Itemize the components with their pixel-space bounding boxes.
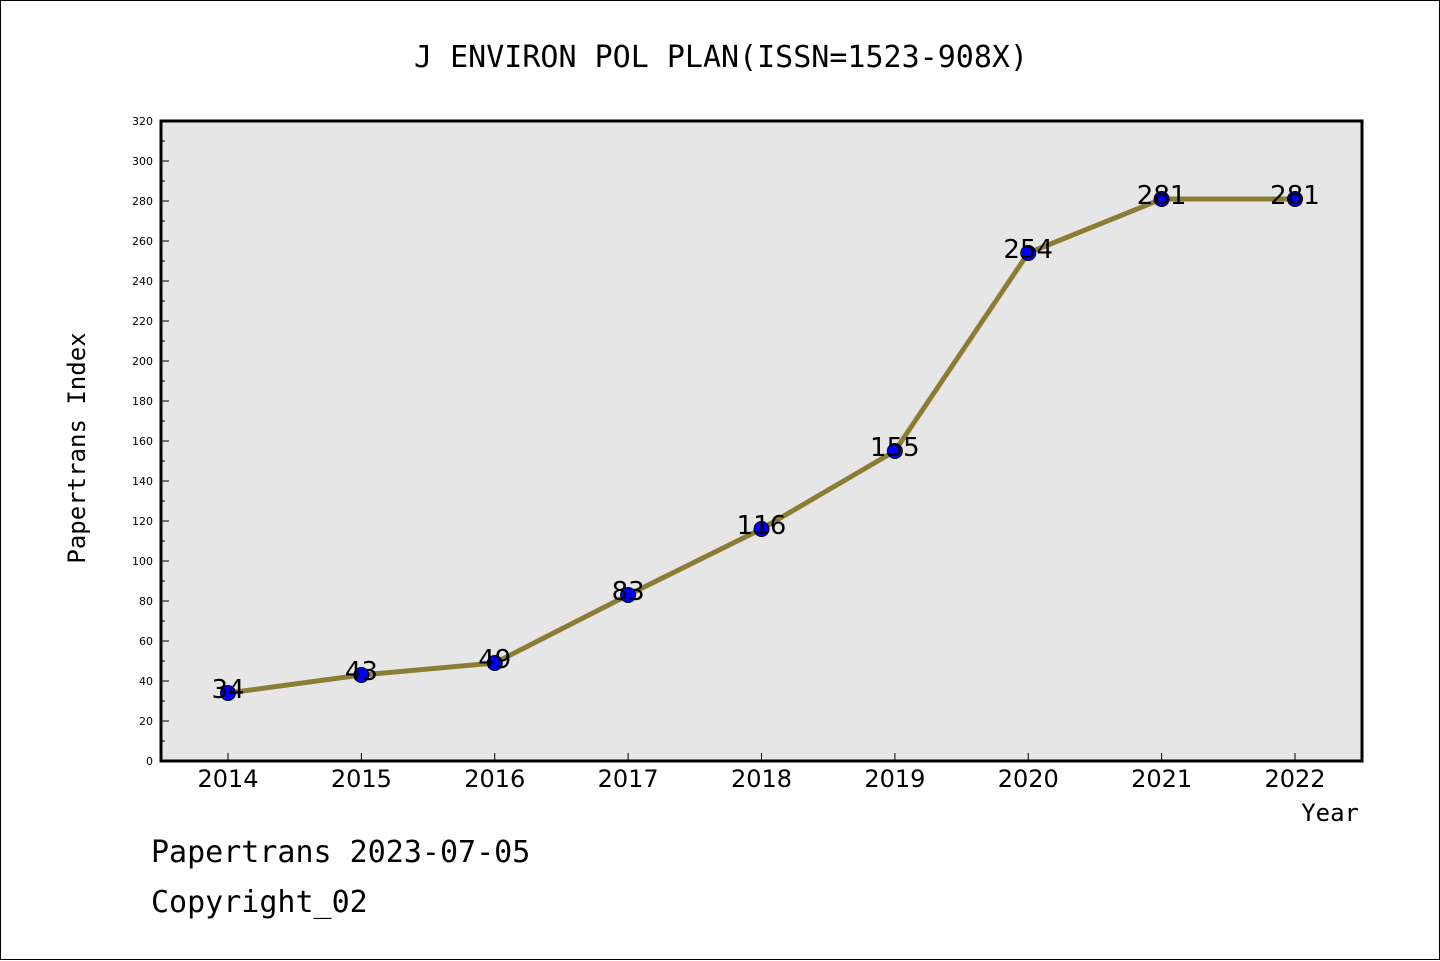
data-label: 49: [478, 645, 511, 675]
x-tick-label: 2016: [464, 765, 525, 793]
data-label: 254: [1003, 235, 1053, 265]
data-point: [886, 443, 903, 459]
y-tick-label: 0: [146, 755, 153, 768]
x-tick-label: 2021: [1131, 765, 1192, 793]
y-tick-label: 320: [132, 115, 153, 128]
data-label: 281: [1270, 181, 1320, 211]
x-tick-label: 2018: [731, 765, 792, 793]
chart-title: J ENVIRON POL PLAN(ISSN=1523-908X): [414, 40, 1028, 75]
data-label: 43: [345, 657, 378, 687]
y-tick-label: 260: [132, 235, 153, 248]
y-tick-label: 20: [139, 715, 153, 728]
y-tick-label: 180: [132, 395, 153, 408]
y-axis-label: Papertrans Index: [63, 332, 91, 563]
y-tick-label: 100: [132, 555, 153, 568]
data-label: 155: [870, 433, 920, 463]
footer-copyright: Copyright_02: [151, 885, 368, 920]
data-label: 34: [211, 675, 244, 705]
y-tick-label: 280: [132, 195, 153, 208]
data-point: [353, 667, 370, 683]
data-point: [220, 685, 236, 701]
plot-area: [161, 121, 1362, 761]
x-axis: 2014 2015 2016 2017 2018 2019 2020 2021 2022: [197, 753, 1326, 793]
series-group: [220, 191, 1303, 701]
y-tick-label: 80: [139, 595, 153, 608]
y-tick-label: 60: [139, 635, 153, 648]
y-tick-label: 160: [132, 435, 153, 448]
plot-border: [159, 119, 1364, 763]
y-tick-label: 220: [132, 315, 153, 328]
data-point: [486, 655, 503, 671]
x-tick-label: 2019: [864, 765, 925, 793]
y-tick-label: 140: [132, 475, 153, 488]
x-tick-label: 2022: [1264, 765, 1325, 793]
data-point: [1153, 191, 1170, 207]
x-axis-label: Year: [1301, 799, 1359, 827]
data-label: 281: [1137, 181, 1187, 211]
x-tick-label: 2015: [331, 765, 392, 793]
y-tick-label: 300: [132, 155, 153, 168]
y-tick-label: 240: [132, 275, 153, 288]
y-tick-label: 40: [139, 675, 153, 688]
data-label: 116: [737, 511, 787, 541]
x-tick-label: 2020: [998, 765, 1059, 793]
footer-date: Papertrans 2023-07-05: [151, 835, 531, 870]
x-tick-label: 2014: [197, 765, 258, 793]
data-point: [1020, 245, 1037, 261]
y-tick-label: 200: [132, 355, 153, 368]
data-point: [620, 587, 637, 603]
data-labels: 34 43 49 83 116 155 254 281 281: [211, 181, 1319, 705]
data-label: 83: [612, 577, 645, 607]
y-axis: 0 20 40 60 80 100 120 140 160 180 200 220 240 260 280 3…: [132, 115, 169, 768]
data-point: [1287, 191, 1303, 207]
x-tick-label: 2017: [598, 765, 659, 793]
data-point: [753, 521, 770, 537]
y-tick-label: 120: [132, 515, 153, 528]
